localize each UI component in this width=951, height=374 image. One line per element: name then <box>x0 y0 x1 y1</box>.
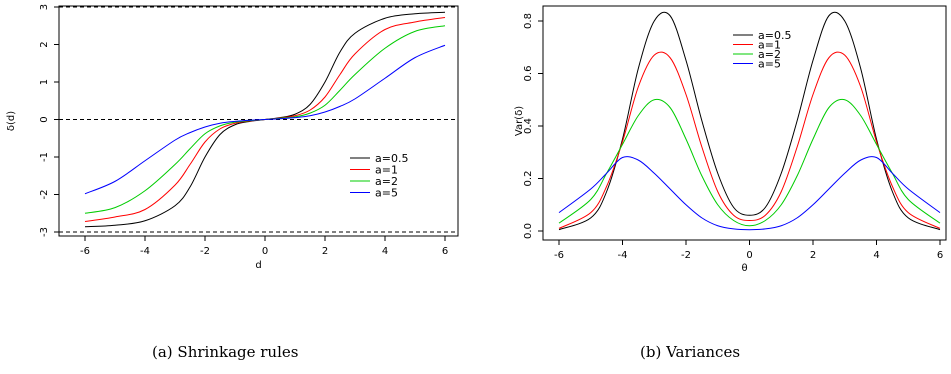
series-line-a-1 <box>558 51 941 229</box>
y-tick-label: 0.4 <box>523 118 534 134</box>
x-tick-label: -6 <box>80 246 90 257</box>
chart-panel-variances: -6 -4 -2 0 2 4 6 0.0 0.2 0.4 0.6 0.8 θ Var(δ) a=0.5a=1… <box>514 5 947 274</box>
legend-entry: a=0.5 <box>375 152 408 165</box>
x-tick-label: -2 <box>681 250 691 261</box>
y-tick-label: 0.8 <box>523 13 534 29</box>
x-tick-label: 0 <box>262 246 268 257</box>
plot-frame <box>542 5 947 241</box>
series-line-a-2 <box>558 98 941 227</box>
x-tick-label: 6 <box>937 250 943 261</box>
y-tick-label: 3 <box>39 4 50 10</box>
y-tick-label: 0.2 <box>523 171 534 187</box>
x-tick-label: 2 <box>322 246 328 257</box>
legend-entry: a=0.5 <box>758 29 791 42</box>
legend-entry: a=1 <box>375 164 398 177</box>
caption-shrinkage-rules: (a) Shrinkage rules <box>152 343 299 361</box>
x-axis-label: θ <box>741 263 747 274</box>
y-axis-label: Var(δ) <box>514 106 525 136</box>
legend-entry: a=5 <box>758 58 781 71</box>
y-tick-label: 0.0 <box>523 223 534 239</box>
y-axis-label: δ(d) <box>6 111 17 131</box>
plot-frame <box>58 5 459 237</box>
legend-entry: a=2 <box>375 175 398 188</box>
x-tick-label: -4 <box>618 250 628 261</box>
x-tick-label: -6 <box>554 250 564 261</box>
x-axis-label: d <box>255 260 261 271</box>
x-tick-label: 4 <box>382 246 388 257</box>
legend-entry: a=1 <box>758 39 781 52</box>
y-tick-label: 2 <box>39 41 50 47</box>
x-tick-label: 4 <box>873 250 879 261</box>
x-tick-label: 6 <box>442 246 448 257</box>
y-tick-label: -1 <box>39 152 50 162</box>
y-tick-label: 0 <box>39 116 50 122</box>
caption-variances: (b) Variances <box>640 343 741 361</box>
series-line-a-5 <box>84 44 446 195</box>
legend-entry: a=2 <box>758 48 781 61</box>
legend-entry: a=5 <box>375 187 398 200</box>
x-tick-label: -2 <box>200 246 210 257</box>
series-line-a-0-5 <box>558 11 941 231</box>
y-tick-label: -2 <box>39 190 50 200</box>
x-tick-label: 2 <box>810 250 816 261</box>
series-line-a-5 <box>558 156 941 231</box>
chart-panel-shrinkage: -6 -4 -2 0 2 4 6 -3 -2 -1 0 1 2 3 d δ(d) a=0.5a=1a=2a=5 <box>6 4 459 271</box>
y-tick-label: 1 <box>39 79 50 85</box>
x-tick-label: 0 <box>746 250 752 261</box>
x-tick-label: -4 <box>140 246 150 257</box>
y-tick-label: 0.6 <box>523 66 534 82</box>
y-tick-label: -3 <box>39 227 50 237</box>
